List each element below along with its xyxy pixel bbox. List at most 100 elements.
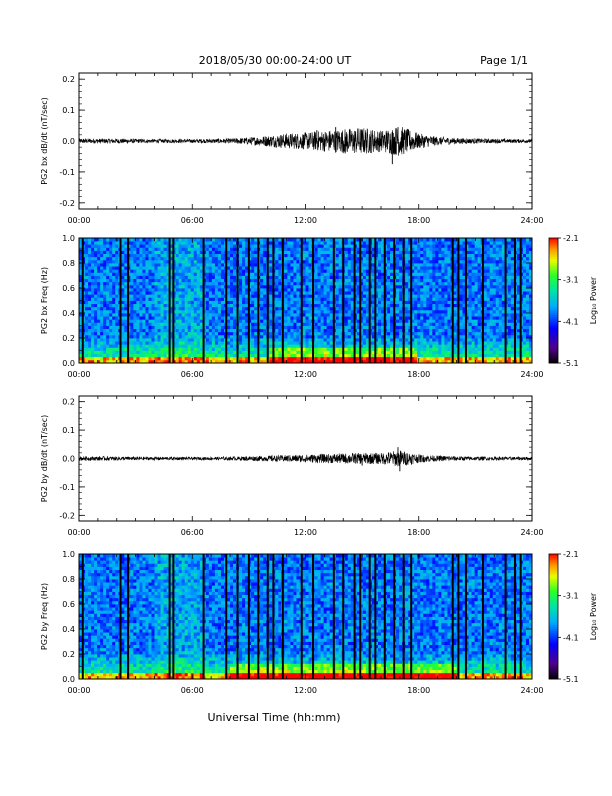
- spectrogram-cell: [206, 304, 209, 308]
- spectrogram-cell: [441, 351, 444, 355]
- spectrogram-cell: [438, 307, 441, 311]
- spectrogram-cell: [218, 313, 221, 317]
- spectrogram-cell: [438, 247, 441, 251]
- spectrogram-cell: [88, 288, 91, 292]
- spectrogram-cell: [339, 285, 342, 289]
- spectrogram-cell: [164, 319, 167, 323]
- spectrogram-cell: [85, 291, 88, 295]
- spectrogram-cell: [115, 288, 118, 292]
- spectrogram-cell: [420, 260, 423, 264]
- spectrogram-cell: [260, 307, 263, 311]
- spectrogram-cell: [345, 335, 348, 339]
- spectrogram-cell: [278, 332, 281, 336]
- spectrogram-cell: [251, 316, 254, 320]
- spectrogram-cell: [242, 269, 245, 273]
- spectrogram-cell: [130, 272, 133, 276]
- spectrogram-cell: [148, 313, 151, 317]
- spectrogram-cell: [321, 338, 324, 342]
- spectrogram-cell: [109, 304, 112, 308]
- spectrogram-cell: [302, 257, 305, 261]
- spectrogram-cell: [145, 319, 148, 323]
- spectrogram-cell: [227, 294, 230, 298]
- spectrogram-cell: [133, 238, 136, 242]
- spectrogram-cell: [348, 357, 351, 361]
- spectrogram-cell: [396, 316, 399, 320]
- spectrogram-cell: [348, 347, 351, 351]
- spectrogram-cell: [148, 294, 151, 298]
- spectrogram-cell: [306, 260, 309, 264]
- spectrogram-cell: [330, 288, 333, 292]
- spectrogram-cell: [296, 247, 299, 251]
- spectrogram-cell: [399, 291, 402, 295]
- spectrogram-cell: [438, 282, 441, 286]
- spectrogram-cell: [221, 297, 224, 301]
- spectrogram-cell: [179, 279, 182, 283]
- spectrogram-cell: [254, 288, 257, 292]
- spectrogram-cell: [145, 241, 148, 245]
- spectrogram-cell: [148, 254, 151, 258]
- spectrogram-cell: [390, 341, 393, 345]
- spectrogram-cell: [121, 297, 124, 301]
- spectrogram-cell: [275, 310, 278, 314]
- spectrogram-cell: [315, 322, 318, 326]
- spectrogram-cell: [302, 244, 305, 248]
- spectrogram-cell: [296, 354, 299, 358]
- spectrogram-cell: [390, 238, 393, 242]
- spectrogram-cell: [330, 319, 333, 323]
- spectrogram-cell: [136, 291, 139, 295]
- spectrogram-cell: [164, 247, 167, 251]
- spectrogram-cell: [348, 316, 351, 320]
- spectrogram-cell: [94, 238, 97, 242]
- spectrogram-cell: [194, 307, 197, 311]
- spectrogram-cell: [112, 263, 115, 267]
- spectrogram-cell: [161, 307, 164, 311]
- spectrogram-cell: [321, 279, 324, 283]
- spectrogram-cell: [423, 351, 426, 355]
- spectrogram-cell: [139, 357, 142, 361]
- spectrogram-cell: [85, 301, 88, 305]
- spectrogram-cell: [182, 316, 185, 320]
- spectrogram-cell: [212, 288, 215, 292]
- spectrogram-cell: [130, 244, 133, 248]
- spectrogram-cell: [121, 351, 124, 355]
- spectrogram-cell: [109, 326, 112, 330]
- spectrogram-cell: [284, 297, 287, 301]
- spectrogram-cell: [194, 326, 197, 330]
- spectrogram-cell: [345, 263, 348, 267]
- spectrogram-cell: [218, 304, 221, 308]
- spectrogram-cell: [390, 263, 393, 267]
- spectrogram-cell: [136, 266, 139, 270]
- spectrogram-cell: [212, 282, 215, 286]
- spectrogram-cell: [136, 241, 139, 245]
- spectrogram-cell: [97, 310, 100, 314]
- spectrogram-cell: [139, 310, 142, 314]
- spectrogram-cell: [185, 260, 188, 264]
- spectrogram-cell: [88, 276, 91, 280]
- spectrogram-cell: [191, 266, 194, 270]
- spectrogram-cell: [103, 301, 106, 305]
- spectrogram-cell: [324, 254, 327, 258]
- spectrogram-cell: [287, 313, 290, 317]
- spectrogram-cell: [121, 257, 124, 261]
- spectrogram-cell: [242, 347, 245, 351]
- spectrogram-cell: [324, 251, 327, 255]
- spectrogram-cell: [278, 357, 281, 361]
- spectrogram-cell: [278, 304, 281, 308]
- y-tick-label: -0.1: [59, 168, 75, 177]
- spectrogram-cell: [263, 279, 266, 283]
- spectrogram-cell: [100, 357, 103, 361]
- spectrogram-cell: [130, 247, 133, 251]
- spectrogram-cell: [423, 294, 426, 298]
- spectrogram-cell: [230, 257, 233, 261]
- spectrogram-cell: [290, 313, 293, 317]
- spectrogram-cell: [155, 288, 158, 292]
- spectrogram-cell: [278, 279, 281, 283]
- spectrogram-cell: [233, 285, 236, 289]
- spectrogram-cell: [227, 288, 230, 292]
- spectrogram-cell: [158, 294, 161, 298]
- spectrogram-cell: [85, 354, 88, 358]
- spectrogram-cell: [444, 332, 447, 336]
- spectrogram-cell: [176, 322, 179, 326]
- spectrogram-cell: [309, 301, 312, 305]
- spectrogram-cell: [179, 326, 182, 330]
